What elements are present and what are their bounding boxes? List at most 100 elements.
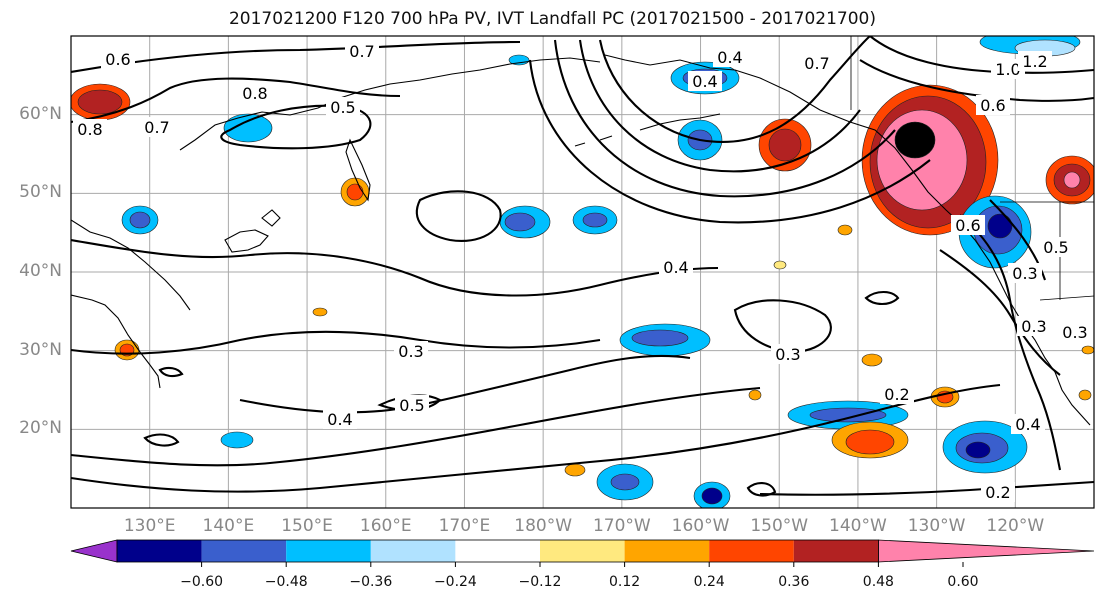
colorbar-segment <box>624 540 710 562</box>
contour-trough-1 <box>598 36 871 143</box>
contour-label-bg <box>1008 263 1042 283</box>
lon-tick-label: 170°E <box>438 516 491 536</box>
ivt-anomaly-patch <box>582 212 608 228</box>
contour-label: 0.5 <box>330 98 355 117</box>
contour-label-bg <box>238 83 272 103</box>
lat-tick-label: 20°N <box>19 418 62 439</box>
contour-small-1 <box>864 290 900 306</box>
lat-tick-label: 40°N <box>19 261 62 281</box>
contour-label-bg <box>1017 316 1051 336</box>
contour-label-bg <box>1011 414 1045 434</box>
contour-label: 0.4 <box>327 410 352 429</box>
contour-small-4 <box>746 482 777 497</box>
contour-0.8-west <box>71 77 401 124</box>
ivt-anomaly-patch <box>837 224 853 236</box>
contour-label: 0.4 <box>1015 415 1040 434</box>
ivt-anomaly-patch <box>564 463 586 477</box>
ivt-anomaly-patch <box>701 487 723 505</box>
contour-label-bg <box>659 257 693 277</box>
ivt-anomaly-patch <box>768 128 802 162</box>
contour-label: 0.4 <box>717 48 742 67</box>
contour-label: 0.4 <box>663 258 688 277</box>
contour-label-bg <box>323 409 357 429</box>
contour-label: 0.5 <box>1043 238 1068 257</box>
colorbar-segment <box>117 540 202 562</box>
ivt-anomaly-patch <box>631 329 689 347</box>
contour-label-bg <box>991 59 1025 79</box>
ivt-anomaly-patch <box>1078 389 1092 401</box>
lon-tick-label: 150°E <box>281 516 333 536</box>
coastlines <box>71 54 1091 426</box>
colorbar-tick-label: −0.24 <box>433 574 477 590</box>
contour-label-bg <box>101 49 135 69</box>
contour-small-2 <box>143 433 180 447</box>
colorbar-tick-label: 0.36 <box>778 574 810 590</box>
lat-tick-label: 30°N <box>19 339 62 360</box>
lon-tick-label: 180°W <box>514 516 573 536</box>
contour-label-bg <box>713 47 747 67</box>
colorbar-tick-label: 0.24 <box>693 574 725 590</box>
contour-small-3 <box>158 366 184 378</box>
contour-label: 0.6 <box>955 216 980 235</box>
contour-label: 0.6 <box>105 50 130 69</box>
ivt-anomaly-patch <box>965 441 991 459</box>
colorbar-tick-label: 0.48 <box>862 574 894 590</box>
lon-tick-label: 150°W <box>750 516 809 536</box>
colorbar-segment <box>540 540 625 562</box>
contour-label: 0.8 <box>77 120 102 139</box>
ivt-anomaly-patch <box>346 183 364 201</box>
coastline-aleutians <box>574 113 721 147</box>
lat-tick-label: 50°N <box>19 182 62 203</box>
map-frame <box>70 35 1095 509</box>
ivt-anomaly-patch <box>220 431 254 449</box>
contour-label-bg <box>345 41 379 61</box>
ivt-anomaly-patch <box>610 473 640 491</box>
contour-label: 0.3 <box>398 342 423 361</box>
ivt-anomaly-patch <box>77 89 123 115</box>
contour-trough-2 <box>578 39 861 173</box>
lon-tick-label: 140°E <box>202 516 255 536</box>
contour-label-bg <box>981 482 1015 502</box>
ivt-anomaly-patch <box>129 211 151 229</box>
contour-0.3-loop <box>733 299 832 354</box>
contour-label: 0.2 <box>985 483 1010 502</box>
contour-label-bg <box>394 341 428 361</box>
contour-trough-3 <box>553 39 896 198</box>
contour-label: 0.3 <box>775 345 800 364</box>
contour-label: 1.0 <box>995 60 1020 79</box>
contour-label: 0.5 <box>399 396 424 415</box>
ivt-anomaly-patch <box>1081 345 1094 355</box>
ivt-anomaly-patch <box>861 353 883 367</box>
contour-0.3-south <box>71 386 761 467</box>
colorbar-tick-label: −0.48 <box>264 574 308 590</box>
colorbar-tick-label: 0.12 <box>609 574 641 590</box>
contour-label: 0.7 <box>144 118 169 137</box>
contour-0.2-east <box>759 480 1094 496</box>
ivt-anomaly-patch <box>894 121 936 159</box>
contour-label-bg <box>800 53 834 73</box>
colorbar <box>70 539 1095 567</box>
coastline-japan <box>224 209 281 253</box>
ivt-anomaly-patch <box>223 113 273 143</box>
colorbar-segment <box>793 540 879 562</box>
contour-label-bg <box>1018 51 1052 71</box>
contour-0.3-band <box>71 330 601 355</box>
contour-label: 0.3 <box>1021 317 1046 336</box>
colorbar-frame <box>116 539 879 563</box>
lat-tick-label: 60°N <box>19 103 62 124</box>
colorbar-extend-low <box>70 539 118 563</box>
ivt-anomaly-patch <box>504 212 536 232</box>
contour-label-bg <box>771 344 805 364</box>
colorbar-tick-label: −0.36 <box>349 574 393 590</box>
contour-label-bg <box>140 117 174 137</box>
pv-contours <box>71 36 1094 497</box>
contour-label-bg <box>1039 237 1073 257</box>
colorbar-segment <box>201 540 287 562</box>
lon-tick-label: 140°W <box>829 516 887 536</box>
contour-0.2-band <box>71 383 1001 493</box>
lon-tick-label: 170°W <box>592 516 651 536</box>
map-title: 2017021200 F120 700 hPa PV, IVT Landfall… <box>228 9 876 29</box>
contour-label: 0.6 <box>980 96 1005 115</box>
contour-trough-4 <box>528 59 931 224</box>
